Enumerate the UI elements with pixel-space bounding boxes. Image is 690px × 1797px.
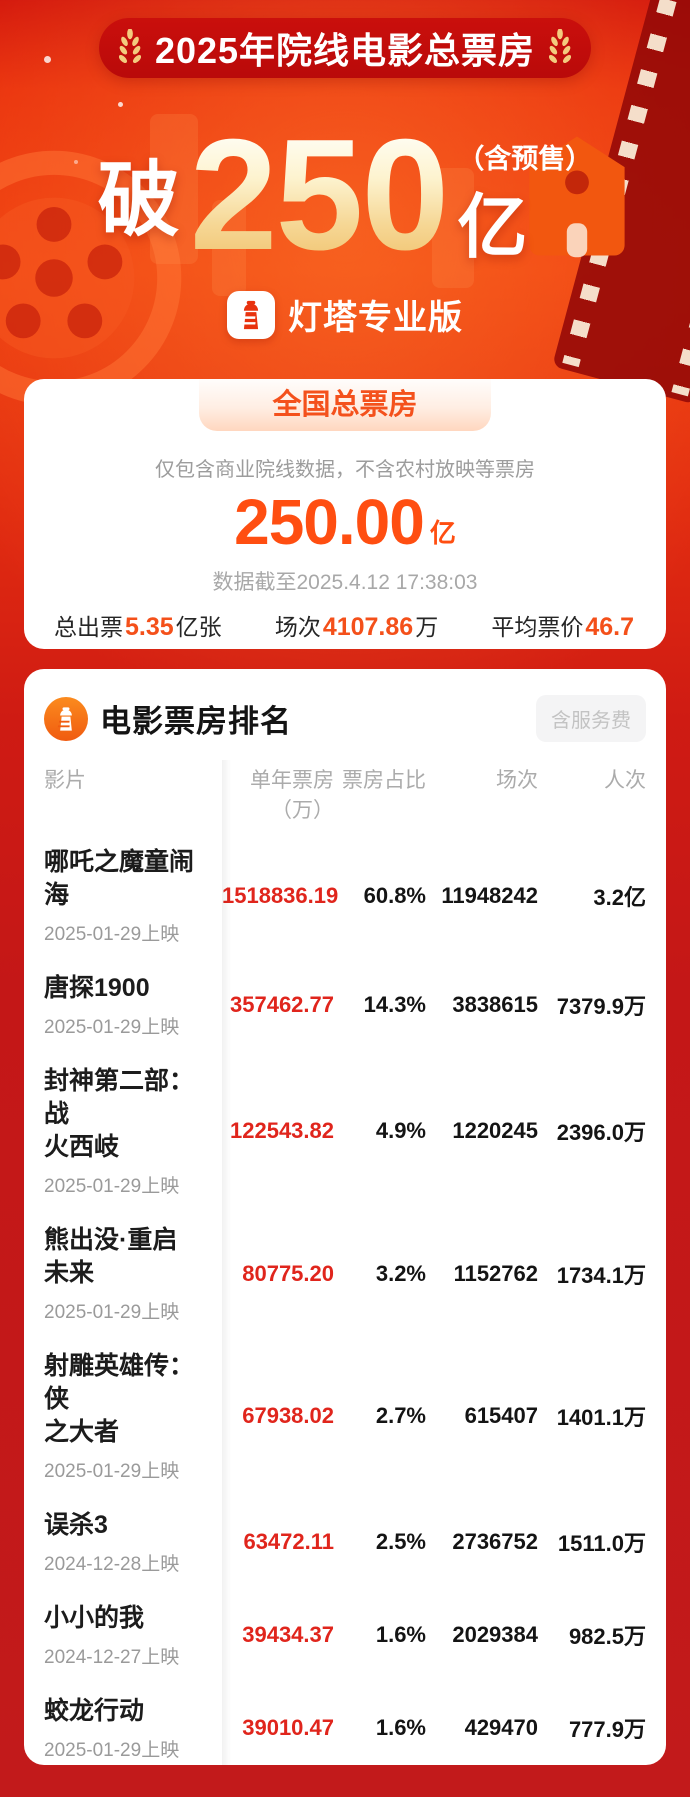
table-row: 熊出没·重启 未来 2025-01-29上映 80775.20 3.2% 1152… xyxy=(44,1211,646,1337)
box-office-value: 39434.37 xyxy=(242,1622,334,1648)
sessions-value: 1220245 xyxy=(452,1118,538,1144)
presale-note: （含预售） xyxy=(457,144,593,174)
share-value: 4.9% xyxy=(375,1118,426,1144)
service-fee-badge: 含服务费 xyxy=(536,695,646,742)
release-date: 2024-12-27上映 xyxy=(44,1646,180,1668)
brand-name: 灯塔专业版 xyxy=(288,299,463,337)
share-value: 14.3% xyxy=(363,992,426,1018)
laurel-left-icon xyxy=(118,29,141,63)
total-box-office-unit: 亿 xyxy=(429,518,456,548)
movie-name: 哪吒之魔童闹海 xyxy=(44,847,195,909)
share-value: 2.5% xyxy=(375,1529,426,1555)
sessions-value: 429470 xyxy=(464,1715,538,1741)
stat-total-tickets: 总出票 5.35 亿张 xyxy=(54,613,222,641)
brand-row: 灯塔专业版 xyxy=(0,290,690,339)
sessions-value: 3838615 xyxy=(452,992,538,1018)
total-box-office-value: 250.00 xyxy=(234,486,425,558)
headline-unit: 亿 xyxy=(457,188,528,266)
admissions-value: 982.5万 xyxy=(568,1624,646,1650)
box-office-value: 39010.47 xyxy=(242,1715,334,1741)
movie-name: 封神第二部：战 火西岐 xyxy=(44,1066,195,1161)
admissions-value: 1401.1万 xyxy=(556,1405,646,1431)
headline: 破 250 （含预售） 亿 xyxy=(0,96,690,283)
box-office-value: 80775.20 xyxy=(242,1260,334,1286)
admissions-value: 1734.1万 xyxy=(556,1262,646,1288)
release-date: 2025-01-29上映 xyxy=(44,923,180,945)
table-row: 唐探1900 2025-01-29上映 357462.77 14.3% 38386… xyxy=(44,959,646,1052)
release-date: 2025-01-29上映 xyxy=(44,1175,180,1197)
sessions-value: 2029384 xyxy=(452,1622,538,1648)
table-header: 影片 单年票房 （万） 票房占比 场次 人次 xyxy=(44,756,646,833)
national-box-office-card: 全国总票房 仅包含商业院线数据，不含农村放映等票房 250.00 亿 数据截至2… xyxy=(24,379,666,649)
scope-note: 仅包含商业院线数据，不含农村放映等票房 xyxy=(155,459,535,481)
box-office-value: 1518836.19 xyxy=(222,882,339,908)
share-value: 3.2% xyxy=(375,1260,426,1286)
movie-name: 误杀3 xyxy=(44,1510,108,1539)
admissions-value: 777.9万 xyxy=(568,1717,646,1743)
stat-avg-ticket-price: 平均票价 46.7 xyxy=(491,613,634,641)
title-banner: 2025年院线电影总票房 xyxy=(99,18,591,78)
table-row: 哪吒之魔童闹海 2025-01-29上映 1518836.19 60.8% 119… xyxy=(44,833,646,959)
admissions-value: 7379.9万 xyxy=(556,994,646,1020)
headline-prefix: 破 xyxy=(97,155,180,246)
box-office-value: 122543.82 xyxy=(230,1118,334,1144)
movie-name: 熊出没·重启 未来 xyxy=(44,1225,178,1287)
stats-row: 总出票 5.35 亿张 场次 4107.86 万 平均票价 46.7 xyxy=(54,608,636,642)
share-value: 2.7% xyxy=(375,1403,426,1429)
card-ribbon-title: 全国总票房 xyxy=(199,379,491,431)
box-office-value: 67938.02 xyxy=(242,1403,334,1429)
lighthouse-logo-icon xyxy=(227,290,275,339)
movie-name: 小小的我 xyxy=(44,1603,145,1632)
table-row: 蛟龙行动 2025-01-29上映 39010.47 1.6% 429470 77… xyxy=(44,1682,646,1765)
box-office-value: 63472.11 xyxy=(243,1529,334,1555)
page-title: 2025年院线电影总票房 xyxy=(154,30,536,71)
col-admissions: 人次 xyxy=(604,769,646,792)
share-value: 1.6% xyxy=(375,1715,426,1741)
table-row: 误杀3 2024-12-28上映 63472.11 2.5% 2736752 15… xyxy=(44,1496,646,1589)
col-sessions: 场次 xyxy=(496,769,538,792)
movie-name: 蛟龙行动 xyxy=(44,1696,145,1725)
col-yearly-box: 单年票房 （万） xyxy=(250,769,334,823)
col-share: 票房占比 xyxy=(342,769,426,792)
release-date: 2024-12-28上映 xyxy=(44,1553,180,1575)
sessions-value: 615407 xyxy=(464,1403,538,1429)
table-row: 小小的我 2024-12-27上映 39434.37 1.6% 2029384 9… xyxy=(44,1589,646,1682)
admissions-value: 2396.0万 xyxy=(556,1120,646,1146)
admissions-value: 1511.0万 xyxy=(557,1531,646,1557)
sessions-value: 11948242 xyxy=(441,882,538,908)
movie-name: 唐探1900 xyxy=(44,973,150,1002)
release-date: 2025-01-29上映 xyxy=(44,1460,180,1482)
ranking-title: 电影票房排名 xyxy=(100,704,292,739)
release-date: 2025-01-29上映 xyxy=(44,1016,180,1038)
stat-sessions: 场次 4107.86 万 xyxy=(274,613,439,641)
sessions-value: 2736752 xyxy=(452,1529,538,1555)
release-date: 2025-01-29上映 xyxy=(44,1739,180,1761)
table-row: 射雕英雄传：侠 之大者 2025-01-29上映 67938.02 2.7% 61… xyxy=(44,1337,646,1496)
sessions-value: 1152762 xyxy=(453,1260,538,1286)
share-value: 60.8% xyxy=(363,882,426,908)
col-film: 影片 xyxy=(44,769,86,792)
data-cutoff-time: 数据截至2025.4.12 17:38:03 xyxy=(212,571,478,594)
ranking-card: 电影票房排名 含服务费 影片 单年票房 （万） 票房占比 场次 人次 哪吒之魔童… xyxy=(24,669,666,1765)
release-date: 2025-01-29上映 xyxy=(44,1301,180,1323)
laurel-right-icon xyxy=(549,29,572,63)
box-office-value: 357462.77 xyxy=(230,992,334,1018)
admissions-value: 3.2亿 xyxy=(593,884,646,910)
table-row: 封神第二部：战 火西岐 2025-01-29上映 122543.82 4.9% 1… xyxy=(44,1052,646,1211)
headline-number: 250 xyxy=(189,106,450,283)
lighthouse-icon xyxy=(44,696,88,741)
share-value: 1.6% xyxy=(375,1622,426,1648)
movie-name: 射雕英雄传：侠 之大者 xyxy=(44,1351,195,1446)
